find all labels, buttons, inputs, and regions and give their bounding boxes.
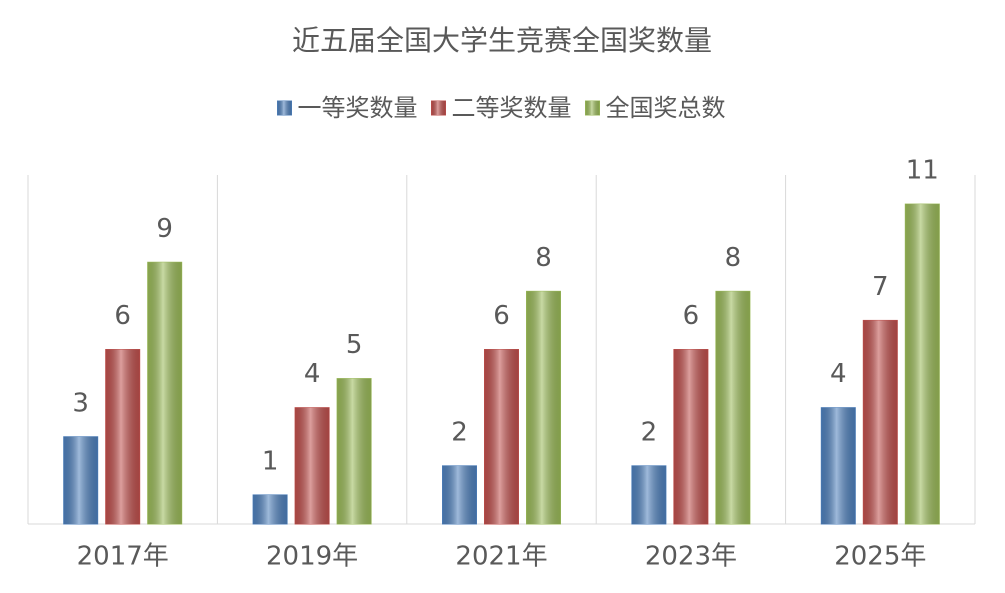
data-label: 2 [451, 417, 468, 447]
x-tick-label: 2017年 [77, 542, 169, 572]
x-tick-label: 2025年 [834, 542, 926, 572]
data-label: 6 [493, 301, 510, 331]
bar-shine [147, 262, 182, 524]
data-label: 8 [725, 243, 742, 273]
data-label: 4 [830, 359, 847, 389]
bar-shine [905, 204, 940, 525]
legend-label: 一等奖数量 [298, 94, 418, 122]
data-label: 9 [156, 214, 173, 244]
data-label: 1 [262, 446, 279, 476]
bar-shine [484, 349, 519, 524]
data-label: 4 [304, 359, 321, 389]
bar-shine [631, 465, 666, 524]
data-label: 6 [683, 301, 700, 331]
x-tick-label: 2021年 [455, 542, 547, 572]
bar-shine [673, 349, 708, 524]
bar-shine [863, 320, 898, 524]
legend-label: 二等奖数量 [452, 94, 572, 122]
data-label: 5 [346, 330, 363, 360]
bar-shine [105, 349, 140, 524]
x-tick-label: 2019年 [266, 542, 358, 572]
data-label: 8 [535, 243, 552, 273]
bar-shine [63, 436, 98, 524]
bar-shine [526, 291, 561, 524]
data-label: 3 [72, 388, 89, 418]
x-tick-label: 2023年 [645, 542, 737, 572]
chart-title: 近五届全国大学生竞赛全国奖数量 [292, 24, 712, 57]
bar-shine [821, 407, 856, 524]
legend-swatch-shine [277, 101, 292, 115]
bar-shine [253, 494, 288, 524]
legend-swatch-shine [431, 101, 446, 115]
legend-label: 全国奖总数 [606, 94, 726, 122]
bar-shine [337, 378, 372, 524]
bar-shine [715, 291, 750, 524]
bar-shine [295, 407, 330, 524]
data-label: 11 [906, 156, 939, 186]
data-label: 2 [641, 417, 658, 447]
legend-swatch-shine [585, 101, 600, 115]
data-label: 6 [114, 301, 131, 331]
bar-shine [442, 465, 477, 524]
data-label: 7 [872, 272, 889, 302]
